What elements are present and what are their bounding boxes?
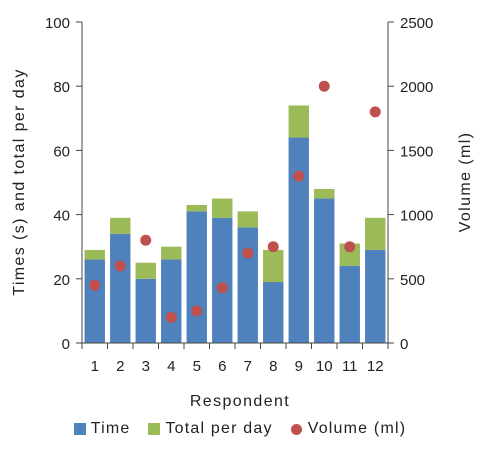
point-volume-2 (114, 260, 126, 272)
axes-layer (76, 21, 394, 349)
point-volume-5 (191, 305, 203, 317)
x-tick-label-9: 9 (295, 358, 303, 375)
y2-axis-title: Volume (ml) (457, 132, 474, 233)
legend-item-volume: Volume (ml) (290, 420, 407, 438)
y2-tick-label-2000: 2000 (400, 79, 433, 96)
point-volume-10 (318, 80, 330, 92)
y-tick-label-80: 80 (53, 79, 70, 96)
bar-time-9 (288, 137, 309, 343)
point-volume-3 (140, 234, 152, 246)
bar-time-2 (110, 233, 131, 343)
bar-total-per-day-5 (186, 204, 207, 212)
y-axis-title: Times (s) and total per day (11, 68, 28, 296)
bar-total-per-day-3 (135, 262, 156, 279)
x-axis-title: Respondent (190, 393, 290, 410)
point-volume-7 (242, 247, 254, 259)
legend-item-time: Time (73, 420, 131, 438)
point-volume-12 (369, 106, 381, 118)
bar-time-1 (84, 259, 105, 343)
bars-layer (84, 105, 386, 343)
x-tick-label-8: 8 (269, 358, 277, 375)
bar-time-11 (339, 265, 360, 343)
x-tick-label-5: 5 (193, 358, 201, 375)
bar-time-7 (237, 227, 258, 343)
x-tick-label-1: 1 (91, 358, 99, 375)
x-tick-label-7: 7 (244, 358, 252, 375)
bar-time-5 (186, 211, 207, 343)
legend-item-total-per-day: Total per day (148, 420, 272, 438)
points-layer (89, 80, 381, 323)
chart: 1 2 3 4 5 6 7 8 9 10 11 120204060801000500100015002… (11, 15, 474, 410)
y-tick-label-60: 60 (53, 143, 70, 160)
legend-label-total-per-day: Total per day (165, 420, 273, 437)
y2-tick-label-2500: 2500 (400, 15, 433, 32)
y-tick-label-0: 0 (62, 336, 70, 353)
point-volume-8 (267, 241, 279, 253)
legend-label-volume: Volume (ml) (307, 420, 407, 437)
tick-labels-layer: 1 2 3 4 5 6 7 8 9 10 11 120204060801000500100015002… (45, 15, 433, 375)
y-tick-label-40: 40 (53, 208, 70, 225)
x-tick-label-12: 12 (367, 358, 384, 375)
bar-total-per-day-2 (110, 217, 131, 234)
x-tick-label-11: 11 (342, 358, 358, 375)
bar-total-per-day-12 (365, 217, 386, 250)
bar-total-per-day-11 (339, 243, 360, 266)
bar-time-10 (314, 198, 335, 343)
bar-time-6 (212, 217, 233, 343)
x-tick-label-10: 10 (316, 358, 333, 375)
point-volume-9 (293, 170, 305, 182)
y2-tick-label-1000: 1000 (400, 208, 433, 225)
y-tick-label-20: 20 (53, 272, 70, 289)
legend: Time Total per day Volume (ml) (0, 420, 480, 438)
bar-total-per-day-1 (84, 249, 105, 260)
legend-swatch-time (73, 423, 86, 435)
bar-time-8 (263, 282, 284, 343)
bar-total-per-day-4 (161, 246, 182, 260)
point-volume-1 (89, 279, 101, 291)
x-tick-label-6: 6 (218, 358, 226, 375)
bar-total-per-day-6 (212, 198, 233, 218)
legend-marker-volume (290, 423, 302, 435)
x-tick-label-3: 3 (142, 358, 150, 375)
bar-total-per-day-8 (263, 249, 284, 283)
bar-time-12 (365, 249, 386, 343)
point-volume-6 (216, 282, 228, 294)
point-volume-11 (344, 241, 356, 253)
legend-swatch-total-per-day (148, 423, 161, 435)
point-volume-4 (165, 311, 177, 323)
y2-tick-label-0: 0 (400, 336, 408, 353)
x-tick-label-4: 4 (167, 358, 175, 375)
y2-tick-label-500: 500 (400, 272, 425, 289)
bar-time-3 (135, 278, 156, 343)
y-tick-label-100: 100 (45, 15, 70, 32)
legend-label-time: Time (90, 420, 131, 437)
bar-total-per-day-9 (288, 105, 309, 138)
bar-total-per-day-10 (314, 188, 335, 199)
bar-time-4 (161, 259, 182, 343)
y2-tick-label-1500: 1500 (400, 143, 433, 160)
bar-total-per-day-7 (237, 211, 258, 228)
x-tick-label-2: 2 (116, 358, 124, 375)
